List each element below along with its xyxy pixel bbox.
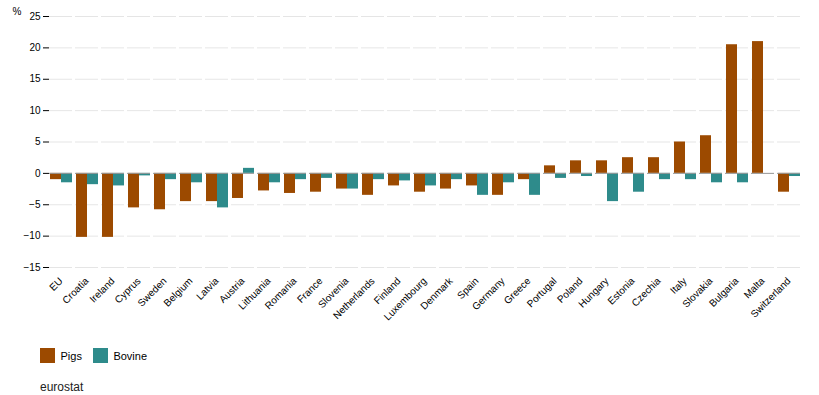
svg-text:EU: EU: [47, 275, 65, 293]
svg-text:Switzerland: Switzerland: [748, 275, 792, 319]
svg-text:Belgium: Belgium: [161, 275, 194, 308]
svg-text:5: 5: [35, 136, 41, 147]
svg-text:Slovakia: Slovakia: [680, 275, 715, 310]
svg-text:Latvia: Latvia: [194, 275, 221, 302]
svg-text:Denmark: Denmark: [418, 275, 455, 312]
svg-text:−5: −5: [29, 199, 41, 210]
svg-text:Luxembourg: Luxembourg: [382, 275, 429, 322]
svg-text:Romania: Romania: [263, 275, 299, 311]
svg-text:Slovenia: Slovenia: [315, 275, 351, 311]
svg-text:Malta: Malta: [741, 275, 767, 301]
svg-text:15: 15: [29, 73, 41, 84]
svg-text:Czechia: Czechia: [629, 275, 663, 309]
svg-text:Austria: Austria: [216, 275, 247, 305]
svg-text:France: France: [294, 275, 325, 305]
html-text:eurostat: eurostat: [40, 379, 84, 394]
svg-text:Finland: Finland: [371, 275, 403, 307]
svg-text:Cyprus: Cyprus: [112, 275, 143, 306]
html-text:Pigs: Pigs: [60, 349, 82, 362]
svg-text:Netherlands: Netherlands: [331, 275, 377, 321]
svg-text:Estonia: Estonia: [605, 275, 637, 307]
svg-text:25: 25: [29, 11, 41, 22]
svg-text:10: 10: [29, 105, 41, 116]
svg-text:Italy: Italy: [668, 275, 689, 296]
svg-text:Croatia: Croatia: [60, 275, 91, 306]
svg-text:0: 0: [35, 168, 41, 179]
svg-text:Hungary: Hungary: [576, 275, 611, 310]
svg-text:Spain: Spain: [454, 275, 481, 302]
html-text:Bovine: Bovine: [113, 349, 147, 362]
svg-text:Ireland: Ireland: [87, 275, 116, 304]
svg-text:Germany: Germany: [470, 275, 507, 312]
svg-text:%: %: [13, 6, 22, 17]
svg-text:−15: −15: [24, 262, 41, 273]
svg-text:Sweden: Sweden: [135, 275, 169, 309]
svg-text:−10: −10: [24, 230, 41, 241]
svg-text:Greece: Greece: [501, 275, 533, 307]
svg-text:Lithuania: Lithuania: [236, 275, 273, 312]
svg-text:Bulgaria: Bulgaria: [707, 275, 741, 309]
svg-text:Portugal: Portugal: [525, 275, 559, 309]
svg-text:Poland: Poland: [554, 275, 585, 305]
svg-text:20: 20: [29, 42, 41, 53]
